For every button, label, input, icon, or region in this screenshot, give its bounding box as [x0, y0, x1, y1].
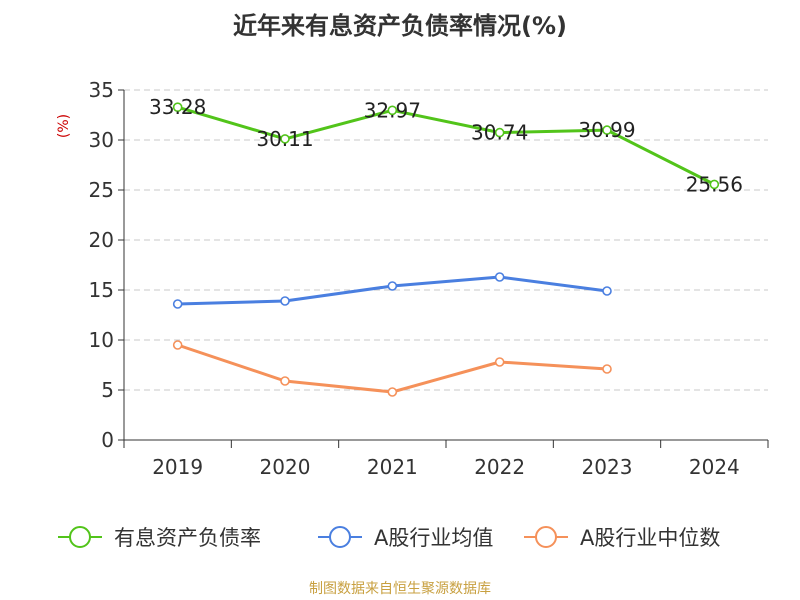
legend-marker: [329, 526, 351, 548]
legend-label: A股行业中位数: [580, 526, 720, 550]
y-tick-label: 30: [89, 128, 114, 152]
y-tick-label: 5: [101, 378, 114, 402]
data-label: 25.56: [686, 172, 743, 196]
x-tick-label: 2022: [474, 455, 525, 479]
source-note: 制图数据来自恒生聚源数据库: [309, 581, 491, 597]
data-label: 32.97: [364, 98, 421, 122]
data-label: 30.74: [471, 121, 528, 145]
data-point: [387, 281, 398, 291]
data-label: 30.99: [578, 118, 635, 142]
y-tick-label: 25: [89, 178, 114, 202]
data-point: [172, 340, 183, 350]
data-point: [280, 296, 290, 306]
legend-label: A股行业均值: [374, 526, 493, 550]
data-point: [387, 387, 398, 397]
data-point: [172, 102, 183, 112]
x-tick-label: 2021: [367, 455, 418, 479]
data-label: 33.28: [149, 95, 206, 119]
data-point: [494, 272, 505, 282]
chart-title: 近年来有息资产负债率情况(%): [233, 12, 567, 40]
x-tick-label: 2019: [152, 455, 203, 479]
x-tick-label: 2024: [689, 455, 740, 479]
legend-marker: [69, 526, 91, 548]
legend-marker: [535, 526, 557, 548]
series-line: [177, 343, 608, 394]
y-tick-label: 0: [101, 428, 114, 452]
data-point: [494, 357, 505, 367]
data-point: [280, 134, 290, 144]
y-axis-unit-label: (%): [56, 114, 72, 138]
data-point: [602, 286, 612, 296]
data-point: [494, 127, 505, 138]
y-tick-label: 10: [89, 328, 114, 352]
y-tick-label: 15: [89, 278, 114, 302]
data-point: [602, 364, 612, 374]
y-tick-label: 20: [89, 228, 114, 252]
legend-label: 有息资产负债率: [114, 526, 261, 550]
data-point: [709, 179, 720, 190]
y-tick-label: 35: [89, 78, 114, 102]
data-label: 30.11: [256, 127, 313, 151]
data-point: [387, 105, 398, 116]
data-point: [280, 376, 290, 386]
series-line: [177, 105, 716, 186]
data-point: [602, 125, 612, 135]
x-tick-label: 2023: [582, 455, 633, 479]
data-point: [172, 299, 183, 309]
x-tick-label: 2020: [260, 455, 311, 479]
